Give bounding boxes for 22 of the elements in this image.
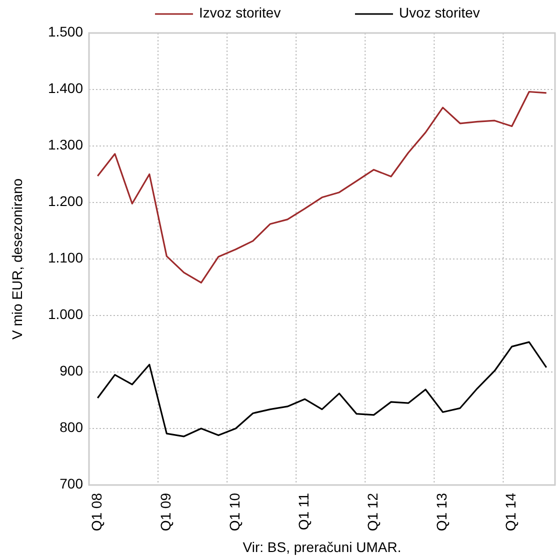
y-tick-label: 1.200 xyxy=(48,193,84,210)
y-tick-label: 1.000 xyxy=(48,306,84,322)
x-tick-label: Q1 14 xyxy=(502,492,519,532)
x-tick-label: Q1 11 xyxy=(295,492,312,530)
x-tick-label: Q1 10 xyxy=(226,492,242,532)
y-tick-label: 900 xyxy=(60,362,84,379)
legend-label: Izvoz storitev xyxy=(199,4,281,21)
line-series xyxy=(96,341,548,438)
y-tick-label: 1.300 xyxy=(48,136,84,153)
y-axis-title: V mio EUR, desezonirano xyxy=(9,178,25,340)
text: Vir: BS, preračuni UMAR. xyxy=(242,539,402,555)
x-tick-label: Q1 13 xyxy=(434,492,450,532)
y-tick-label: 700 xyxy=(60,476,84,492)
x-tick-label: Q1 09 xyxy=(157,492,174,532)
y-tick-label: 1.100 xyxy=(48,250,84,266)
legend-label: Uvoz storitev xyxy=(399,4,480,21)
x-tick-label: Q1 12 xyxy=(364,492,380,532)
y-tick-label: 1.400 xyxy=(48,80,84,96)
y-tick-label: 1.500 xyxy=(48,24,84,40)
line-series xyxy=(96,90,548,284)
y-tick-label: 800 xyxy=(60,419,84,436)
x-tick-label: Q1 08 xyxy=(88,492,104,532)
